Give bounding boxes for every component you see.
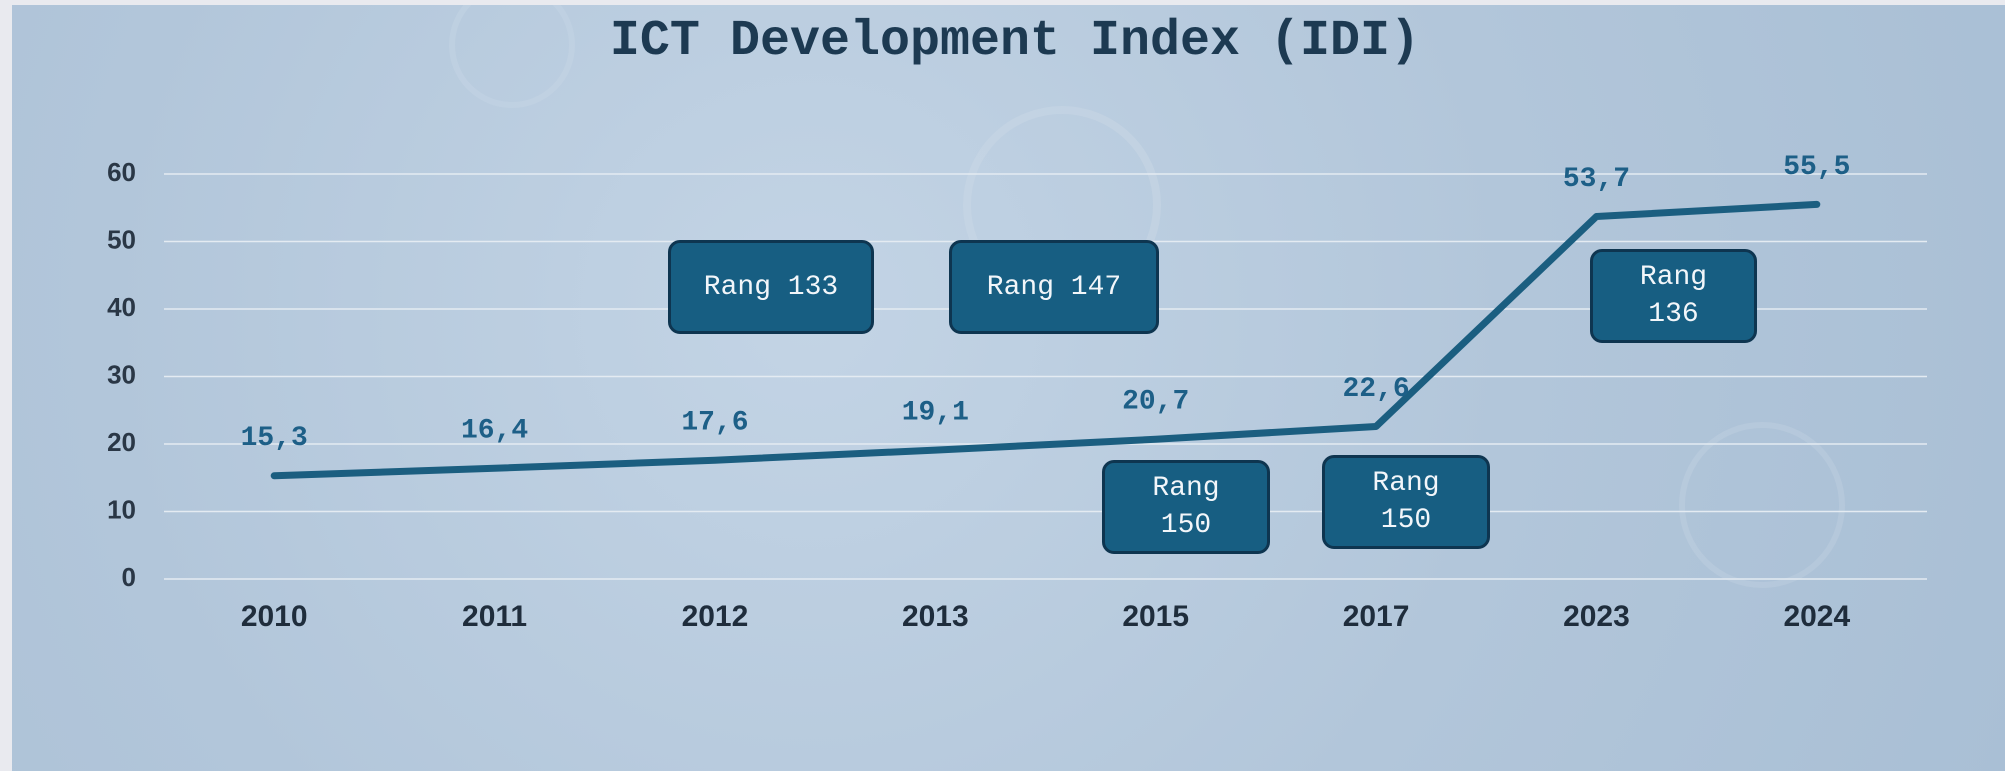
data-label: 53,7: [1563, 164, 1630, 195]
x-tick-label: 2023: [1563, 600, 1630, 633]
y-tick-label: 60: [107, 157, 136, 187]
data-label: 20,7: [1122, 387, 1189, 418]
data-label: 55,5: [1783, 152, 1850, 183]
data-label: 19,1: [902, 397, 969, 428]
data-label: 22,6: [1342, 374, 1409, 405]
annotation: Rang 147: [949, 240, 1159, 334]
x-tick-label: 2010: [241, 600, 308, 633]
x-tick-label: 2015: [1122, 600, 1189, 633]
data-label: 15,3: [241, 423, 308, 454]
x-tick-label: 2013: [902, 600, 969, 633]
chart-background: ICT Development Index (IDI) 0 10 20 30 40 50 6…: [12, 5, 2005, 771]
x-tick-label: 2012: [682, 600, 749, 633]
y-tick-label: 40: [107, 292, 136, 322]
annotation: Rang 133: [668, 240, 874, 334]
x-tick-label: 2011: [462, 600, 527, 633]
data-label: 16,4: [461, 416, 528, 447]
annotation: Rang 150: [1102, 460, 1270, 554]
x-tick-label: 2017: [1343, 600, 1410, 633]
decor: [452, 5, 572, 105]
y-tick-label: 10: [107, 494, 136, 524]
annotation: Rang 136: [1590, 249, 1757, 343]
data-label: 17,6: [681, 408, 748, 439]
annotation: Rang 150: [1322, 455, 1490, 549]
chart: ICT Development Index (IDI) 0 10 20 30 40 50 6…: [12, 5, 2005, 771]
y-tick-label: 20: [107, 427, 136, 457]
decor: [1682, 425, 1842, 585]
chart-title: ICT Development Index (IDI): [610, 13, 1420, 70]
x-tick-label: 2024: [1783, 600, 1850, 633]
y-tick-label: 0: [122, 562, 136, 592]
y-tick-label: 50: [107, 224, 136, 254]
y-tick-label: 30: [107, 359, 136, 389]
